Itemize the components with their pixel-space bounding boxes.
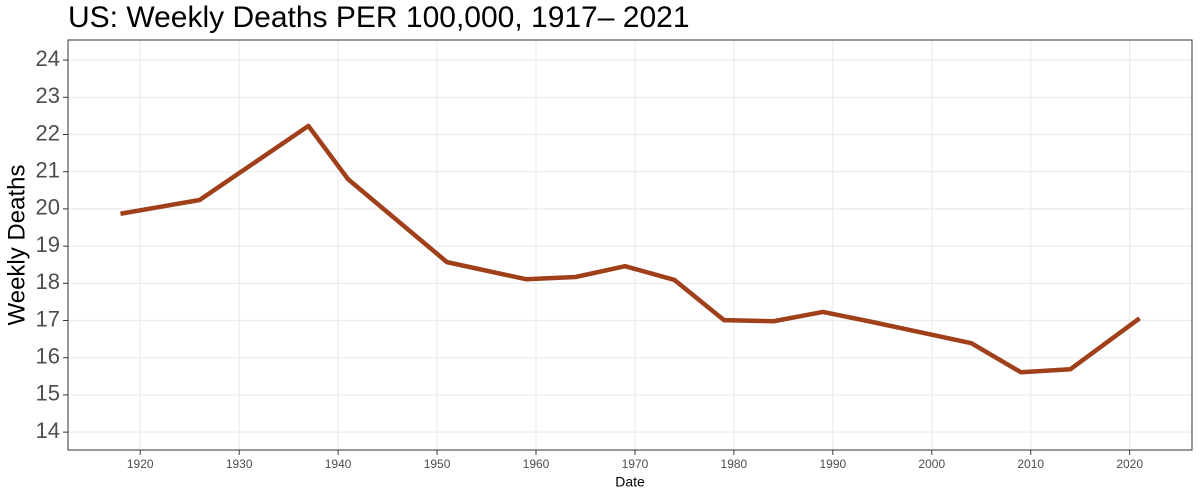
x-tick-label: 2020 [1116, 457, 1143, 471]
x-tick-label: 2000 [918, 457, 945, 471]
y-tick-label: 14 [36, 418, 60, 443]
y-tick-label: 19 [36, 232, 60, 257]
x-tick-label: 1970 [622, 457, 649, 471]
x-axis-label: Date [615, 474, 645, 490]
x-tick-label: 1930 [226, 457, 253, 471]
x-tick-label: 1990 [819, 457, 846, 471]
plot-border [67, 39, 1193, 451]
y-tick-label: 16 [36, 344, 60, 369]
line [120, 123, 1141, 375]
y-axis-label: Weekly Deaths [3, 165, 30, 326]
y-tick-label: 23 [36, 83, 60, 108]
x-tick-label: 1920 [127, 457, 154, 471]
y-tick-label: 18 [36, 269, 60, 294]
x-tick-label: 1950 [424, 457, 451, 471]
x-tick-label: 1960 [523, 457, 550, 471]
y-tick-label: 20 [36, 195, 60, 220]
x-tick-label: 2010 [1017, 457, 1044, 471]
y-tick-label: 15 [36, 381, 60, 406]
y-tick-label: 17 [36, 306, 60, 331]
y-tick-label: 22 [36, 120, 60, 145]
chart-title: US: Weekly Deaths PER 100,000, 1917– 202… [68, 1, 690, 34]
y-tick-label: 21 [36, 158, 60, 183]
x-tick-label: 1940 [325, 457, 352, 471]
y-tick-label: 24 [36, 46, 60, 71]
x-tick-label: 1980 [721, 457, 748, 471]
